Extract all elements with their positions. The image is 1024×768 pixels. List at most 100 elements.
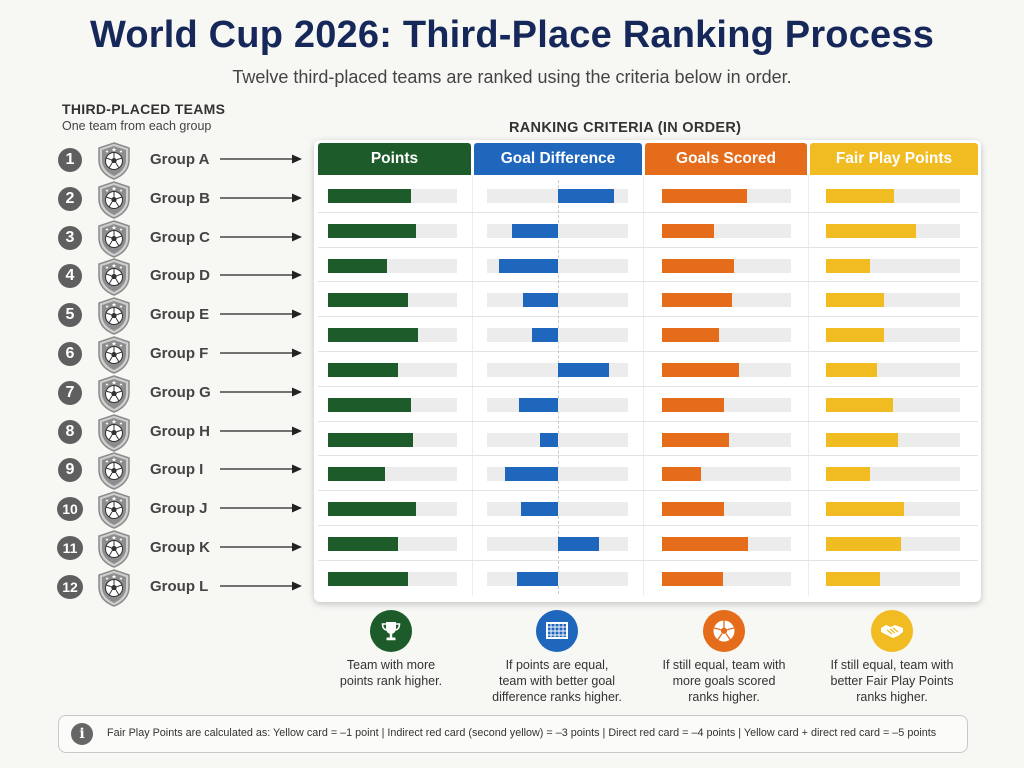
- row-divider: [318, 281, 978, 282]
- criteria-caption: If still equal, team with more goals scor…: [639, 657, 809, 705]
- arrow-right-icon: [220, 503, 302, 513]
- team-shield-icon: [98, 491, 130, 529]
- goal-difference-zero-axis: [558, 180, 559, 594]
- points-bar: [328, 293, 408, 307]
- team-shield-icon: [98, 413, 130, 452]
- row-divider: [318, 455, 978, 456]
- fair-play-bar: [826, 328, 884, 342]
- team-row: 7 Group G: [0, 373, 320, 413]
- rank-number-badge: 9: [58, 458, 82, 483]
- rank-number-badge: 4: [58, 264, 82, 289]
- fair-play-note: i Fair Play Points are calculated as: Ye…: [58, 715, 968, 753]
- fair-play-bar: [826, 189, 895, 203]
- fair-play-bar: [826, 398, 893, 412]
- row-divider: [318, 525, 978, 526]
- row-divider: [318, 560, 978, 561]
- team-row: 10 Group J: [0, 489, 320, 529]
- teams-heading: THIRD-PLACED TEAMS: [62, 101, 226, 117]
- criteria-caption-line: more goals scored: [672, 674, 776, 688]
- team-shield-icon: [98, 181, 130, 219]
- rank-number-badge: 3: [58, 225, 82, 250]
- trophy-badge: [370, 610, 412, 652]
- info-icon: i: [71, 723, 93, 745]
- goal-difference-bar: [539, 433, 558, 447]
- team-row: 12 Group L: [0, 567, 320, 607]
- points-bar: [328, 363, 398, 377]
- goal-difference-bar: [505, 467, 558, 481]
- goals-scored-bar: [662, 433, 730, 447]
- fair-play-bar: [826, 293, 884, 307]
- arrow-right-icon: [220, 426, 302, 436]
- criteria-header-goals-scored: Goals Scored: [645, 143, 807, 175]
- group-label: Group J: [150, 500, 208, 518]
- goal-difference-bar: [512, 224, 558, 238]
- group-label: Group C: [150, 228, 210, 246]
- arrow-right-icon: [220, 542, 302, 552]
- team-row: 6 Group F: [0, 334, 320, 374]
- criteria-heading: RANKING CRITERIA (IN ORDER): [509, 120, 742, 136]
- fair-play-bar: [826, 467, 871, 481]
- row-divider: [318, 212, 978, 213]
- arrow-right-icon: [220, 270, 302, 280]
- group-label: Group I: [150, 461, 204, 479]
- criteria-caption-line: ranks higher.: [688, 690, 760, 704]
- rank-number-badge: 8: [58, 419, 82, 444]
- criteria-caption-line: If points are equal,: [505, 658, 609, 672]
- rank-number-badge: 7: [58, 380, 82, 405]
- points-bar: [328, 467, 385, 481]
- team-row: 9 Group I: [0, 450, 320, 491]
- team-row: 3 Group C: [0, 218, 320, 258]
- group-label: Group D: [150, 267, 210, 285]
- arrow-right-icon: [220, 193, 302, 203]
- arrow-right-icon: [220, 154, 302, 164]
- points-bar: [328, 537, 398, 551]
- criteria-header-fair-play: Fair Play Points: [810, 143, 978, 175]
- fair-play-bar: [826, 259, 871, 273]
- arrow-right-icon: [220, 232, 302, 242]
- row-divider: [318, 490, 978, 491]
- arrow-right-icon: [220, 348, 302, 358]
- fair-play-bar: [826, 537, 902, 551]
- criteria-caption-line: If still equal, team with: [830, 658, 954, 672]
- row-divider: [318, 316, 978, 317]
- criteria-caption: If still equal, team with better Fair Pla…: [807, 657, 977, 705]
- goals-scored-bar: [662, 502, 724, 516]
- rank-number-badge: 2: [58, 186, 82, 211]
- criteria-caption-line: points rank higher.: [339, 674, 443, 688]
- goals-scored-bar: [662, 537, 749, 551]
- criteria-caption-line: ranks higher.: [856, 690, 928, 704]
- group-label: Group K: [150, 539, 210, 556]
- rank-number-badge: 1: [58, 148, 82, 172]
- fair-play-bar: [826, 363, 877, 377]
- team-row: 4 Group D: [0, 256, 320, 297]
- goal-difference-bar: [499, 259, 558, 273]
- team-row: 2 Group B: [0, 179, 320, 219]
- goals-scored-bar: [662, 398, 724, 412]
- row-divider: [318, 421, 978, 422]
- arrow-right-icon: [220, 581, 302, 591]
- goals-scored-bar: [662, 467, 701, 481]
- rank-number-badge: 11: [57, 536, 83, 560]
- points-bar: [328, 433, 414, 447]
- goals-scored-bar: [662, 328, 719, 342]
- points-bar: [328, 572, 408, 586]
- group-label: Group F: [150, 345, 209, 362]
- goals-scored-bar: [662, 363, 740, 377]
- handshake-badge: [871, 610, 913, 652]
- group-label: Group A: [150, 151, 210, 168]
- goals-scored-bar: [662, 224, 714, 238]
- team-shield-icon: [98, 258, 130, 297]
- fair-play-bar: [826, 433, 899, 447]
- row-divider: [318, 351, 978, 352]
- team-row: 8 Group H: [0, 412, 320, 452]
- group-label: Group E: [150, 306, 210, 324]
- group-label: Group H: [150, 422, 210, 440]
- team-shield-icon: [98, 219, 130, 258]
- criteria-caption-line: Team with more: [346, 658, 436, 672]
- fair-play-bar: [826, 572, 880, 586]
- goal-net-icon: [546, 622, 568, 639]
- fair-play-note-text: Fair Play Points are calculated as: Yell…: [107, 727, 937, 739]
- rank-number-badge: 12: [57, 574, 83, 599]
- points-bar: [328, 502, 416, 516]
- criteria-header-points: Points: [318, 143, 471, 175]
